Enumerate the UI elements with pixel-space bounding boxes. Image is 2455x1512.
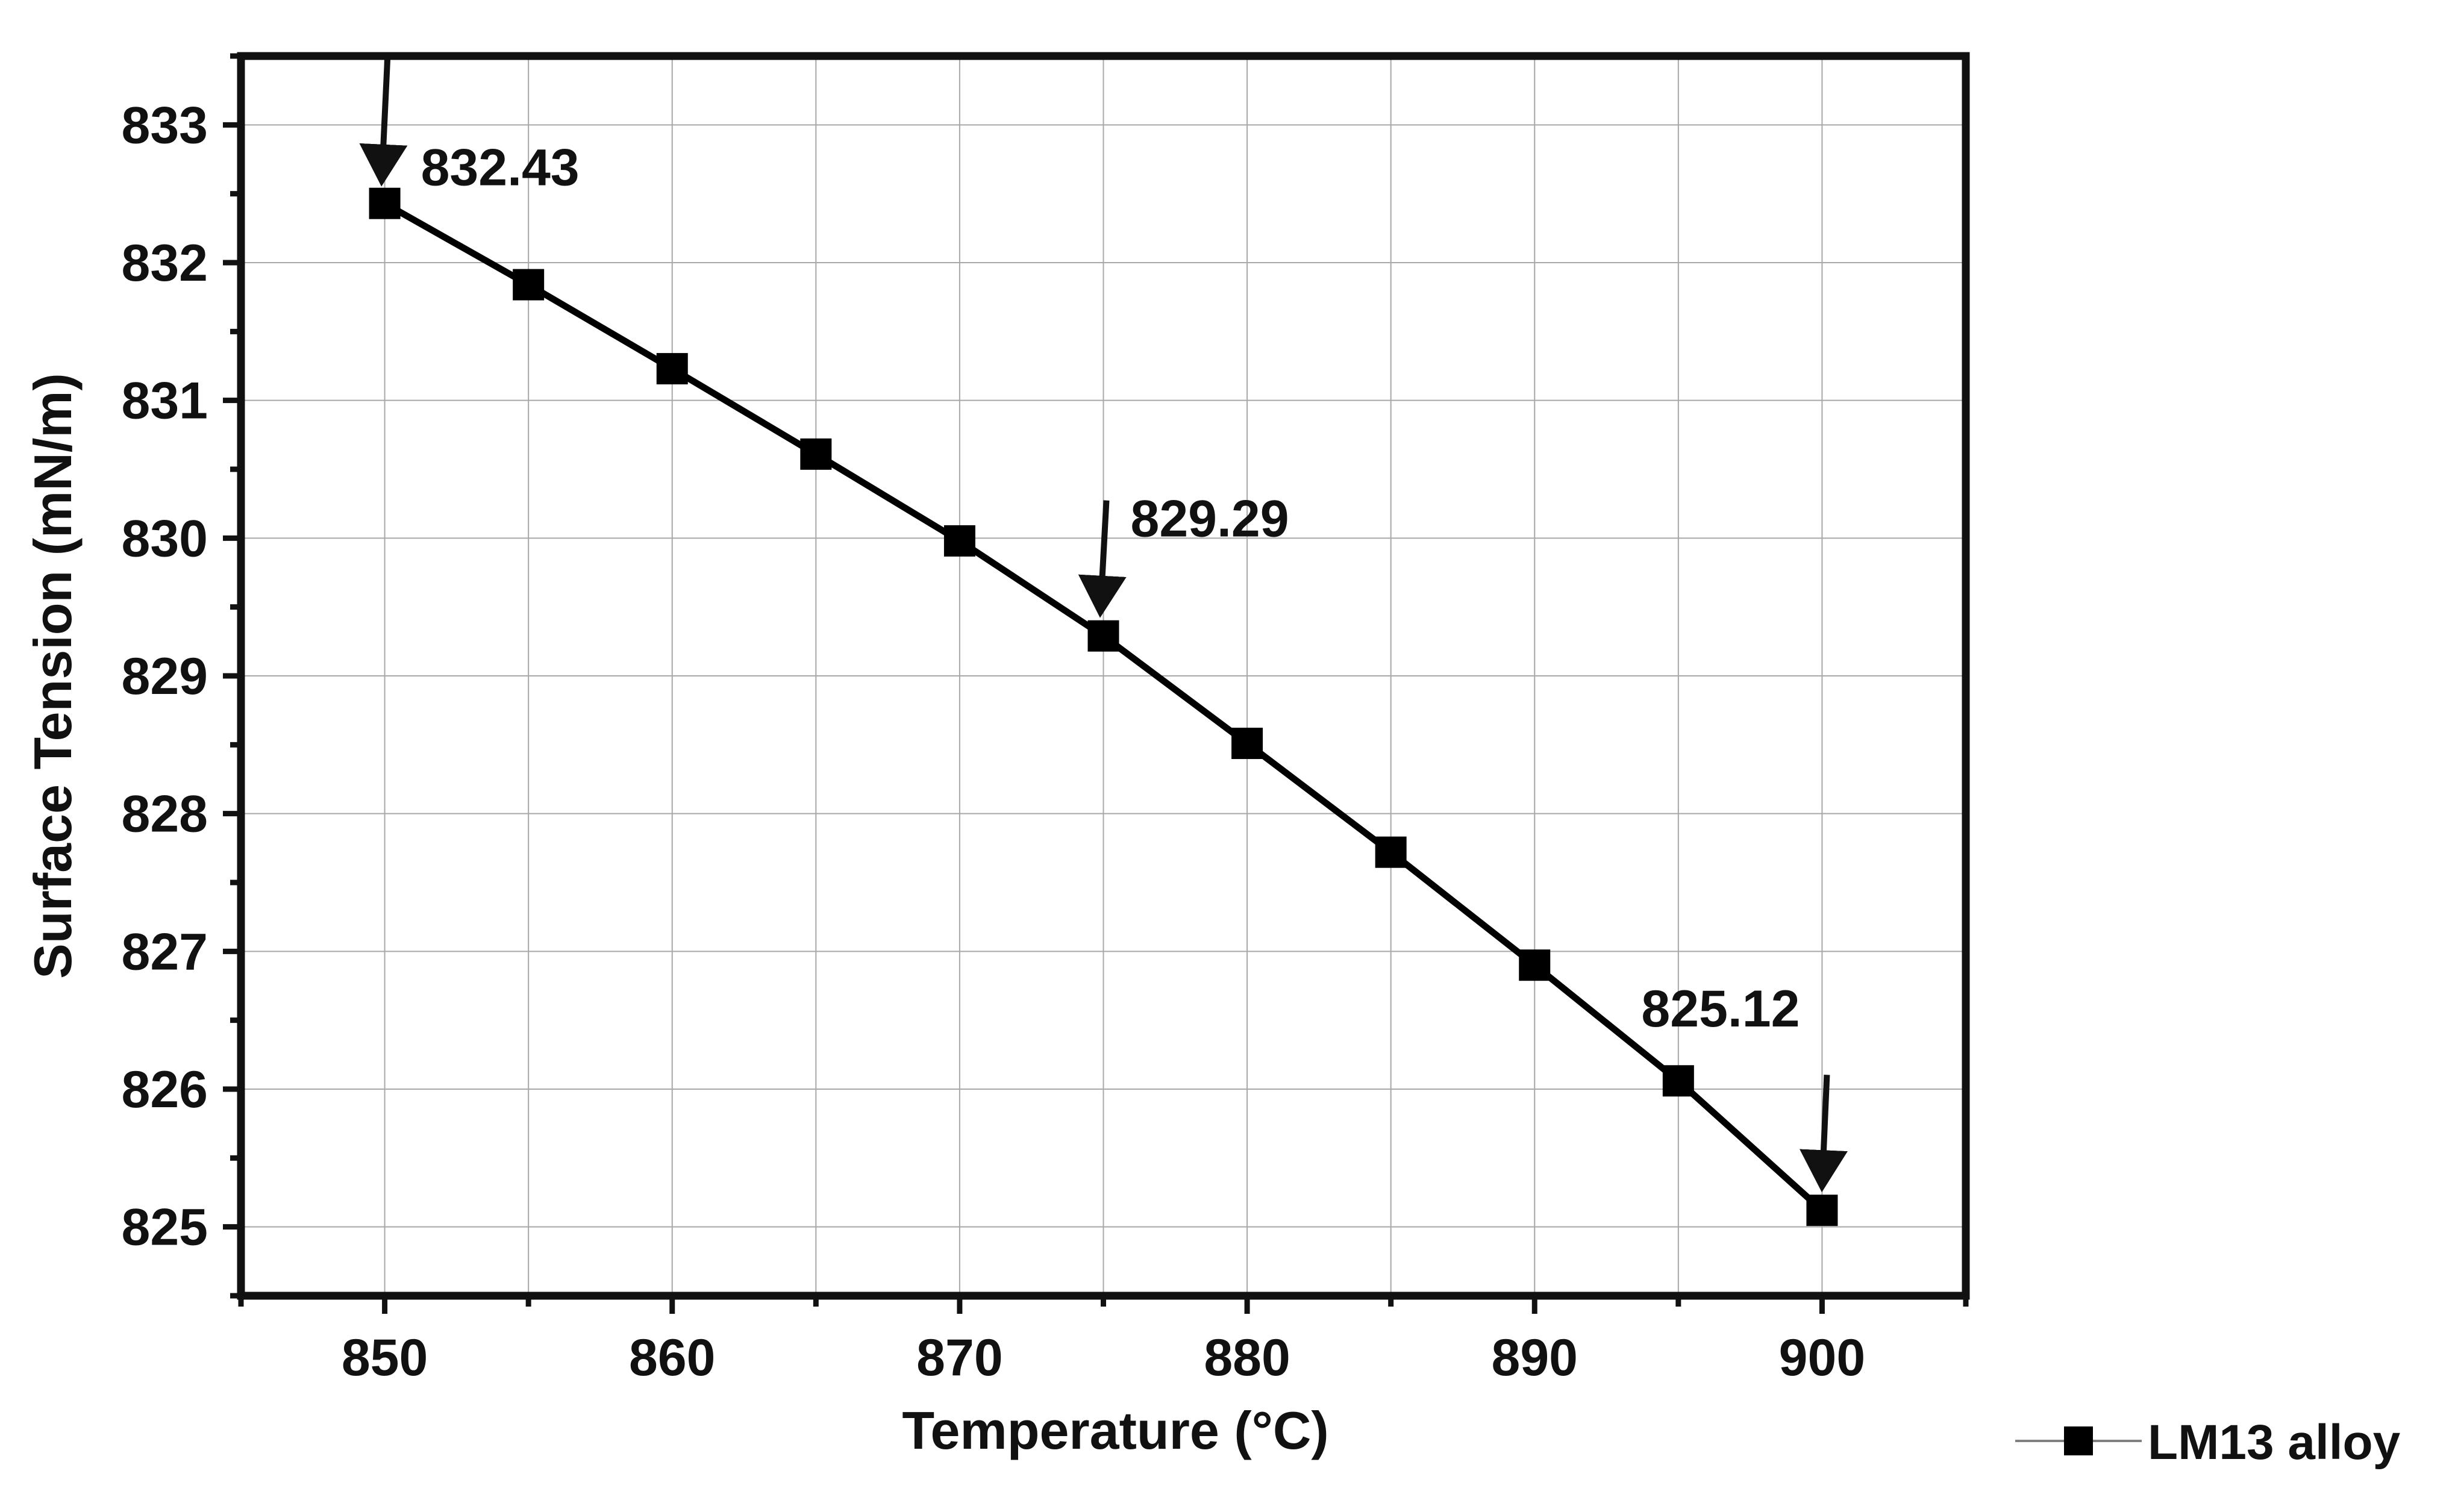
x-tick-label: 850 [342, 1329, 428, 1387]
y-tick-label: 827 [122, 923, 208, 981]
y-axis-title: Surface Tension (mN/m) [23, 373, 83, 979]
y-tick-label: 825 [122, 1199, 208, 1257]
y-tick-label: 828 [122, 786, 208, 843]
y-tick-label: 832 [122, 234, 208, 292]
y-tick-label: 830 [122, 510, 208, 567]
y-tick-label: 833 [122, 96, 208, 154]
data-point [369, 187, 401, 219]
y-tick-label: 826 [122, 1061, 208, 1119]
x-axis-title: Temperature (°C) [902, 1401, 1328, 1460]
series-layer [369, 187, 1838, 1226]
data-point [656, 353, 688, 385]
y-tick-label: 829 [122, 648, 208, 705]
data-point [1806, 1195, 1838, 1226]
y-tick-label: 831 [122, 372, 208, 430]
data-point [800, 438, 832, 470]
legend-label: LM13 alloy [2148, 1415, 2401, 1470]
x-tick-label: 900 [1779, 1329, 1866, 1387]
data-point [943, 525, 975, 557]
data-point [1375, 836, 1407, 868]
data-point [1519, 949, 1551, 981]
data-point [1662, 1065, 1694, 1097]
data-point [513, 269, 545, 301]
legend-marker [2064, 1426, 2093, 1455]
annotation-label: 829.29 [1131, 490, 1289, 548]
data-point [1087, 620, 1119, 652]
annotation-arrow [1800, 1075, 1848, 1193]
x-tick-label: 870 [916, 1329, 1003, 1387]
annotation-label: 825.12 [1641, 980, 1800, 1038]
annotation-arrow [359, 52, 408, 187]
legend: LM13 alloy [2015, 1415, 2401, 1470]
axes: 850 860 870 880 890 900 825 826 827 828 829 830 831 8… [23, 52, 1970, 1460]
x-tick-label: 860 [629, 1329, 716, 1387]
annotation-label: 832.43 [421, 139, 580, 197]
x-tick-label: 880 [1204, 1329, 1290, 1387]
annotation-arrow [1078, 500, 1127, 618]
data-point [1231, 728, 1263, 760]
annotations: 832.43 829.29 825.12 [359, 52, 1848, 1193]
x-tick-label: 890 [1492, 1329, 1578, 1387]
